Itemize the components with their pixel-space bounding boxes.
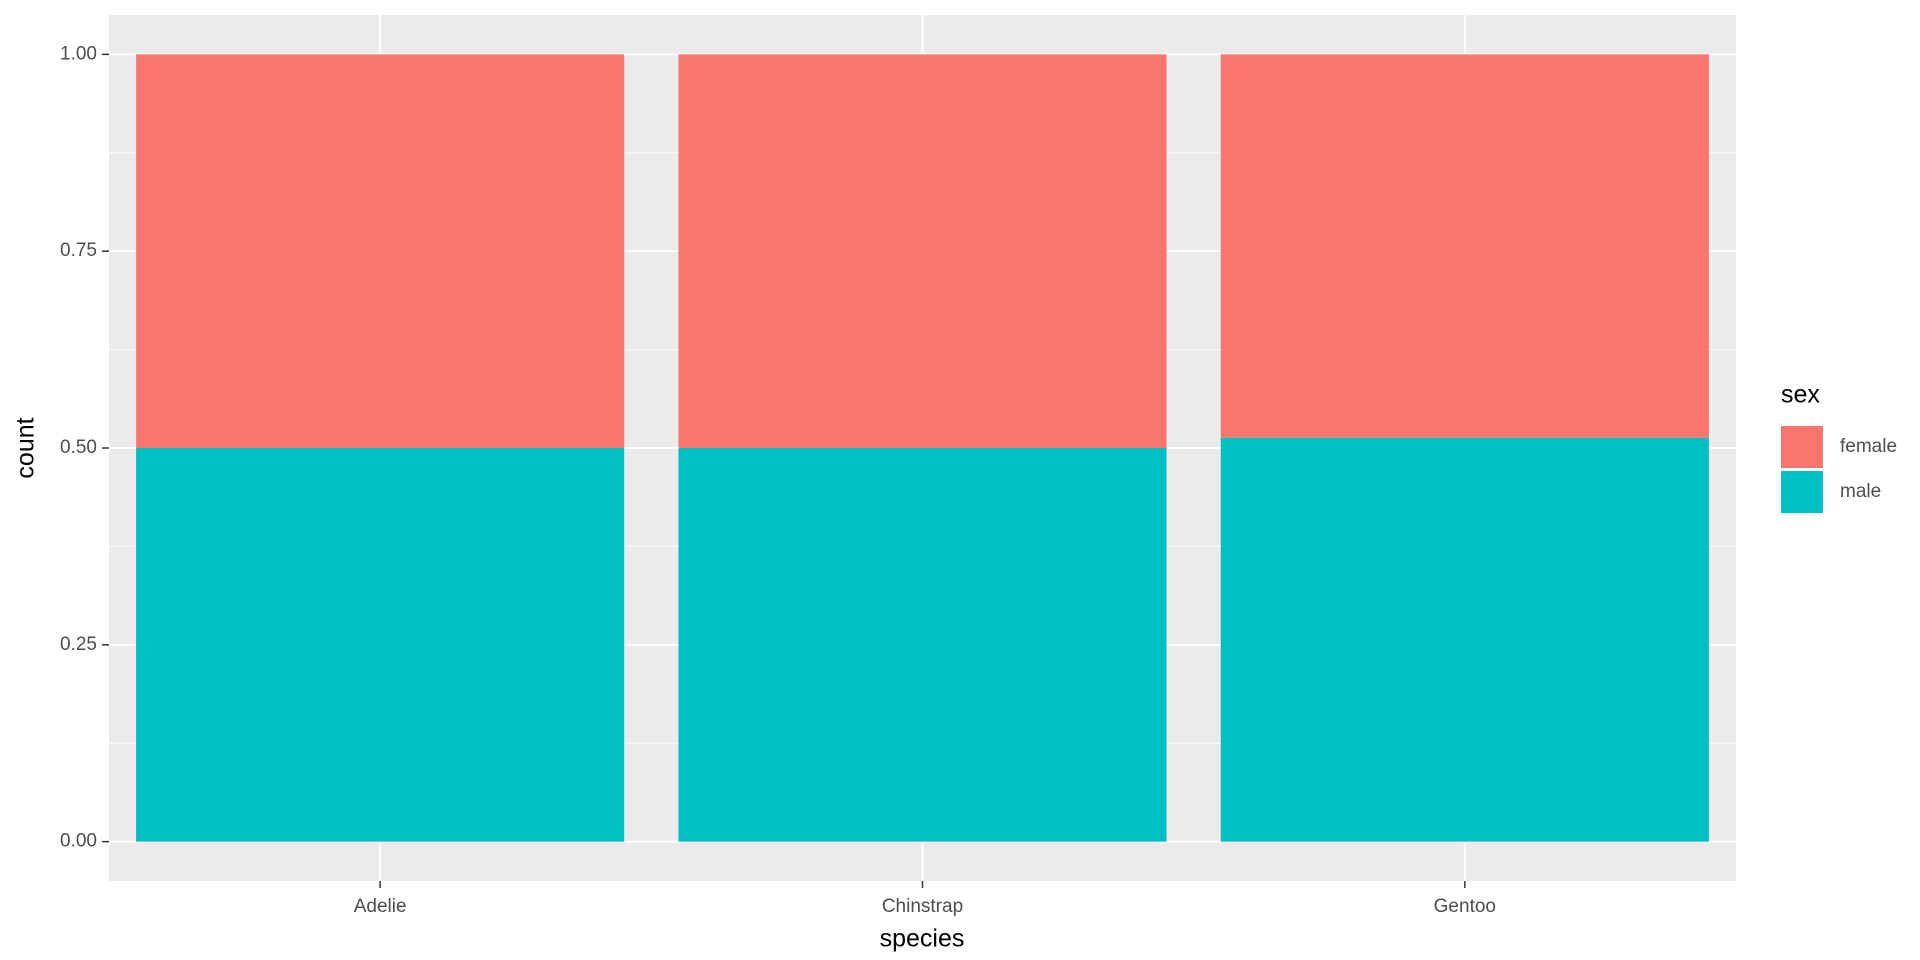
y-axis-title: count xyxy=(12,417,40,478)
y-tick-label: 0.25 xyxy=(60,634,97,655)
legend-title: sex xyxy=(1781,381,1820,409)
y-tick-label: 0.75 xyxy=(60,240,97,261)
bar-segment xyxy=(1220,437,1709,842)
x-tick-label: Chinstrap xyxy=(882,896,963,917)
bar-segment xyxy=(1220,54,1709,438)
legend-key xyxy=(1781,471,1823,513)
x-tick-label: Adelie xyxy=(354,896,407,917)
bar-segment xyxy=(678,448,1167,842)
legend-label: male xyxy=(1840,481,1881,502)
legend-label: female xyxy=(1840,436,1897,457)
legend-key xyxy=(1781,426,1823,468)
bar-segment xyxy=(678,54,1167,448)
x-tick-label: Gentoo xyxy=(1434,896,1496,917)
bar-segment xyxy=(136,54,625,448)
bar-segment xyxy=(136,448,625,842)
y-tick-label: 0.50 xyxy=(60,437,97,458)
y-tick-label: 1.00 xyxy=(60,43,97,64)
x-axis-title: species xyxy=(880,925,965,953)
y-tick-label: 0.00 xyxy=(60,831,97,852)
